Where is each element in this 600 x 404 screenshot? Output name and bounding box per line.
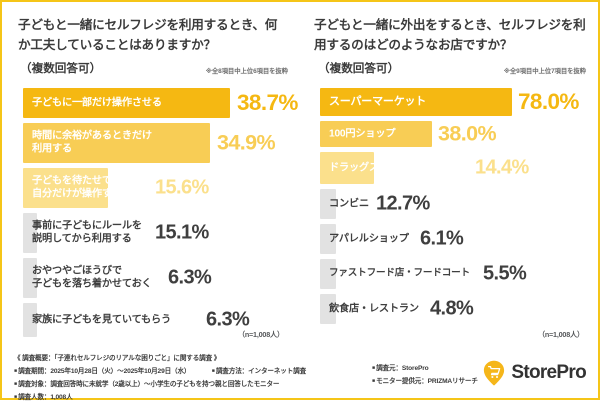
bar-chart-right: スーパーマーケット 78.0% 100円ショップ 38.0% ドラッグストア・薬… (320, 88, 592, 329)
bar-value: 78.0% (518, 89, 579, 114)
survey-monitor-label: モニター提供元：PRIZMAリサーチ (372, 378, 478, 385)
survey-period-label: 調査期間：2025年10月28日（火）～2025年10月29日（水） (14, 368, 191, 375)
bar-row: コンビニ 12.7% (320, 189, 592, 219)
bar-label: 飲食店・レストラン (329, 303, 419, 315)
survey-count-label: 調査人数：1,008人 (14, 394, 73, 401)
bar-row: ファストフード店・フードコート 5.5% (320, 259, 592, 289)
bar-value: 15.1% (155, 221, 209, 244)
survey-footer: 《 調査概要：「子連れセルフレジのリアルな困りごと」に関する調査 》 調査期間：… (2, 348, 598, 401)
bar-row: 時間に余裕があるときだけ 利用する 34.9% (23, 123, 295, 163)
bar-fill (320, 259, 336, 289)
bar-value: 4.8% (430, 297, 474, 320)
bar-fill (23, 213, 37, 253)
bar-fill (320, 121, 432, 147)
bar-row: 家族に子どもを見ていてもらう 6.3% (23, 303, 295, 337)
excerpt-note-left: ※全8項目中上位6項目を抜粋 (205, 68, 288, 75)
bar-value: 6.3% (168, 266, 212, 289)
multi-answer-note-right: （複数回答可） (318, 62, 400, 75)
question-title-left: 子どもと一緒にセルフレジを利用するとき、何か工夫していることはありますか？ (18, 18, 278, 52)
bar-fill (320, 294, 336, 324)
survey-target-label: 調査対象：調査回答時に未就学（2歳以上）～小学生の子どもを持つ親と回答したモニタ… (14, 381, 280, 388)
bar-value: 34.9% (217, 130, 276, 155)
bar-label: ドラッグストア・薬局 (329, 162, 429, 174)
bar-fill (320, 88, 512, 116)
storepro-logo-text: StorePro (511, 362, 586, 383)
survey-method-label: 調査方法：インターネット調査 (212, 368, 306, 375)
bar-label: コンビニ (329, 198, 369, 210)
bar-fill (320, 189, 336, 219)
bar-value: 5.5% (483, 262, 527, 285)
bar-fill (23, 88, 230, 118)
survey-panel-left: 子どもと一緒にセルフレジを利用するとき、何か工夫していることはありますか？ （複… (2, 2, 298, 347)
bar-label: アパレルショップ (329, 233, 409, 245)
bar-row: 飲食店・レストラン 4.8% (320, 294, 592, 324)
bar-label: 時間に余裕があるときだけ 利用する (32, 130, 152, 155)
bar-fill (23, 258, 37, 298)
bar-row: スーパーマーケット 78.0% (320, 88, 592, 116)
bar-label: 子どもに一部だけ操作させる (32, 97, 162, 109)
bar-value: 38.7% (237, 90, 298, 115)
bar-label: スーパーマーケット (329, 95, 427, 108)
survey-overview-line: 《 調査概要：「子連れセルフレジのリアルな困りごと」に関する調査 》 (14, 355, 221, 362)
bar-label: 子どもを待たせて 自分だけが操作する (32, 175, 122, 200)
multi-answer-note-left: （複数回答可） (20, 62, 102, 75)
bar-value: 14.4% (475, 156, 529, 179)
bar-row: 子どもに一部だけ操作させる 38.7% (23, 88, 298, 118)
bar-value: 15.6% (155, 176, 209, 199)
bar-fill (320, 152, 374, 184)
storepro-logo: StorePro (482, 360, 587, 386)
bar-value: 6.3% (206, 308, 250, 331)
survey-monitor-line: モニター提供元：PRIZMAリサーチ (372, 376, 562, 389)
bar-label: おやつやごほうびで 子どもを落ち着かせておく (32, 265, 152, 290)
bar-row: 子どもを待たせて 自分だけが操作する 15.6% (23, 168, 295, 208)
survey-overview-block: 《 調査概要：「子連れセルフレジのリアルな困りごと」に関する調査 》 調査期間：… (14, 353, 444, 404)
bar-fill (23, 123, 210, 163)
map-pin-cart-icon (484, 360, 505, 386)
bar-label: ファストフード店・フードコート (329, 267, 470, 279)
survey-source-block: 調査元：StorePro モニター提供元：PRIZMAリサーチ (372, 363, 562, 389)
survey-panel-right: 子どもと一緒に外出をするとき、セルフレジを利用するのはどのようなお店ですか？ （… (300, 2, 596, 347)
bar-row: ドラッグストア・薬局 14.4% (320, 152, 592, 184)
bar-label: 100円ショップ (329, 128, 396, 140)
bar-fill (23, 168, 108, 208)
bar-row: 100円ショップ 38.0% (320, 121, 592, 147)
question-title-right: 子どもと一緒に外出をするとき、セルフレジを利用するのはどのようなお店ですか？ (314, 18, 586, 52)
bar-value: 12.7% (376, 192, 430, 215)
bar-row: おやつやごほうびで 子どもを落ち着かせておく 6.3% (23, 258, 295, 298)
excerpt-note-right: ※全9項目中上位7項目を抜粋 (503, 68, 586, 75)
bar-value: 38.0% (438, 121, 497, 146)
survey-source-label: 調査元：StorePro (372, 365, 429, 372)
bar-label: 事前に子どもにルールを 説明してから利用する (32, 220, 142, 245)
survey-source-line: 調査元：StorePro (372, 363, 562, 376)
bar-chart-left: 子どもに一部だけ操作させる 38.7% 時間に余裕があるときだけ 利用する 34… (23, 88, 298, 342)
survey-target-line: 調査対象：調査回答時に未就学（2歳以上）～小学生の子どもを持つ親と回答したモニタ… (14, 379, 444, 392)
bar-fill (320, 224, 336, 254)
bar-fill (23, 303, 37, 337)
survey-period-line: 調査期間：2025年10月28日（火）～2025年10月29日（水） 調査方法：… (14, 366, 444, 379)
survey-count-line: 調査人数：1,008人 (14, 392, 444, 404)
sample-size-note-left: （n=1,008人） (237, 330, 284, 339)
sample-size-note-right: （n=1,008人） (537, 330, 584, 339)
bar-row: アパレルショップ 6.1% (320, 224, 592, 254)
bar-label: 家族に子どもを見ていてもらう (32, 314, 172, 326)
bar-value: 6.1% (420, 227, 464, 250)
bar-row: 事前に子どもにルールを 説明してから利用する 15.1% (23, 213, 295, 253)
